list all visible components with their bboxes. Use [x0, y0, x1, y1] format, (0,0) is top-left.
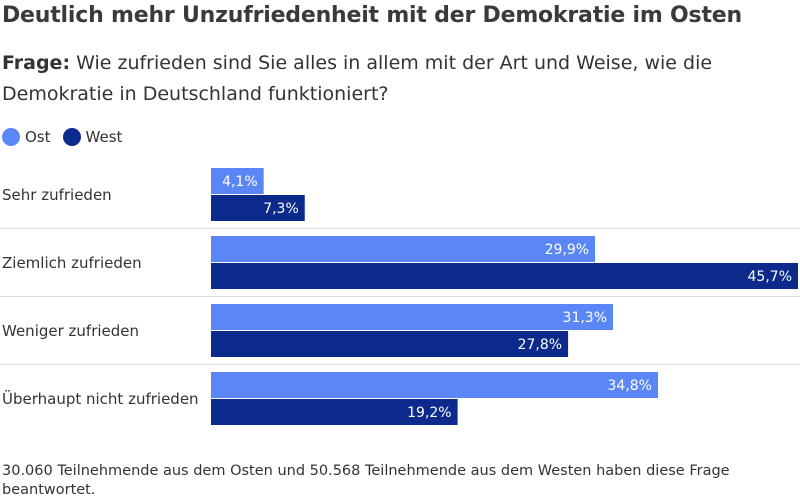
- legend-swatch-ost: [2, 128, 20, 146]
- bar-ost: [211, 372, 658, 398]
- question-prefix: Frage:: [2, 52, 71, 74]
- data-label-west: 19,2%: [407, 405, 451, 421]
- data-label-ost: 29,9%: [545, 242, 589, 258]
- data-label-ost: 4,1%: [222, 174, 258, 190]
- chart-title: Deutlich mehr Unzufriedenheit mit der De…: [2, 3, 742, 28]
- bar-ost: [211, 236, 596, 262]
- data-label-ost: 31,3%: [563, 310, 607, 326]
- legend-label-west: West: [85, 128, 123, 146]
- legend-item-west: West: [62, 128, 123, 146]
- question-text: Frage: Wie zufrieden sind Sie alles in a…: [2, 48, 792, 110]
- data-label-ost: 34,8%: [608, 378, 652, 394]
- bar-ost: [211, 304, 614, 330]
- category-label: Weniger zufrieden: [2, 322, 139, 340]
- data-label-west: 7,3%: [263, 201, 299, 217]
- legend-swatch-west: [62, 128, 81, 146]
- data-label-west: 27,8%: [518, 337, 562, 353]
- legend: Ost West: [2, 128, 134, 146]
- footnote: 30.060 Teilnehmende aus dem Osten und 50…: [2, 463, 730, 498]
- question-body: Wie zufrieden sind Sie alles in allem mi…: [2, 52, 713, 105]
- bar-west: [211, 399, 458, 425]
- category-label: Ziemlich zufrieden: [2, 254, 142, 272]
- bar-west: [211, 331, 569, 357]
- bar-ost: [211, 168, 264, 194]
- bar-west: [211, 195, 305, 221]
- legend-label-ost: Ost: [25, 128, 51, 146]
- legend-item-ost: Ost: [2, 128, 51, 146]
- bar-west: [211, 263, 798, 289]
- bar-chart: Sehr zufrieden 4,1% 7,3% Ziemlich zufrieden…: [0, 168, 800, 425]
- category-label: Sehr zufrieden: [2, 186, 112, 204]
- data-label-west: 45,7%: [748, 269, 792, 285]
- category-label: Überhaupt nicht zufrieden: [2, 389, 199, 408]
